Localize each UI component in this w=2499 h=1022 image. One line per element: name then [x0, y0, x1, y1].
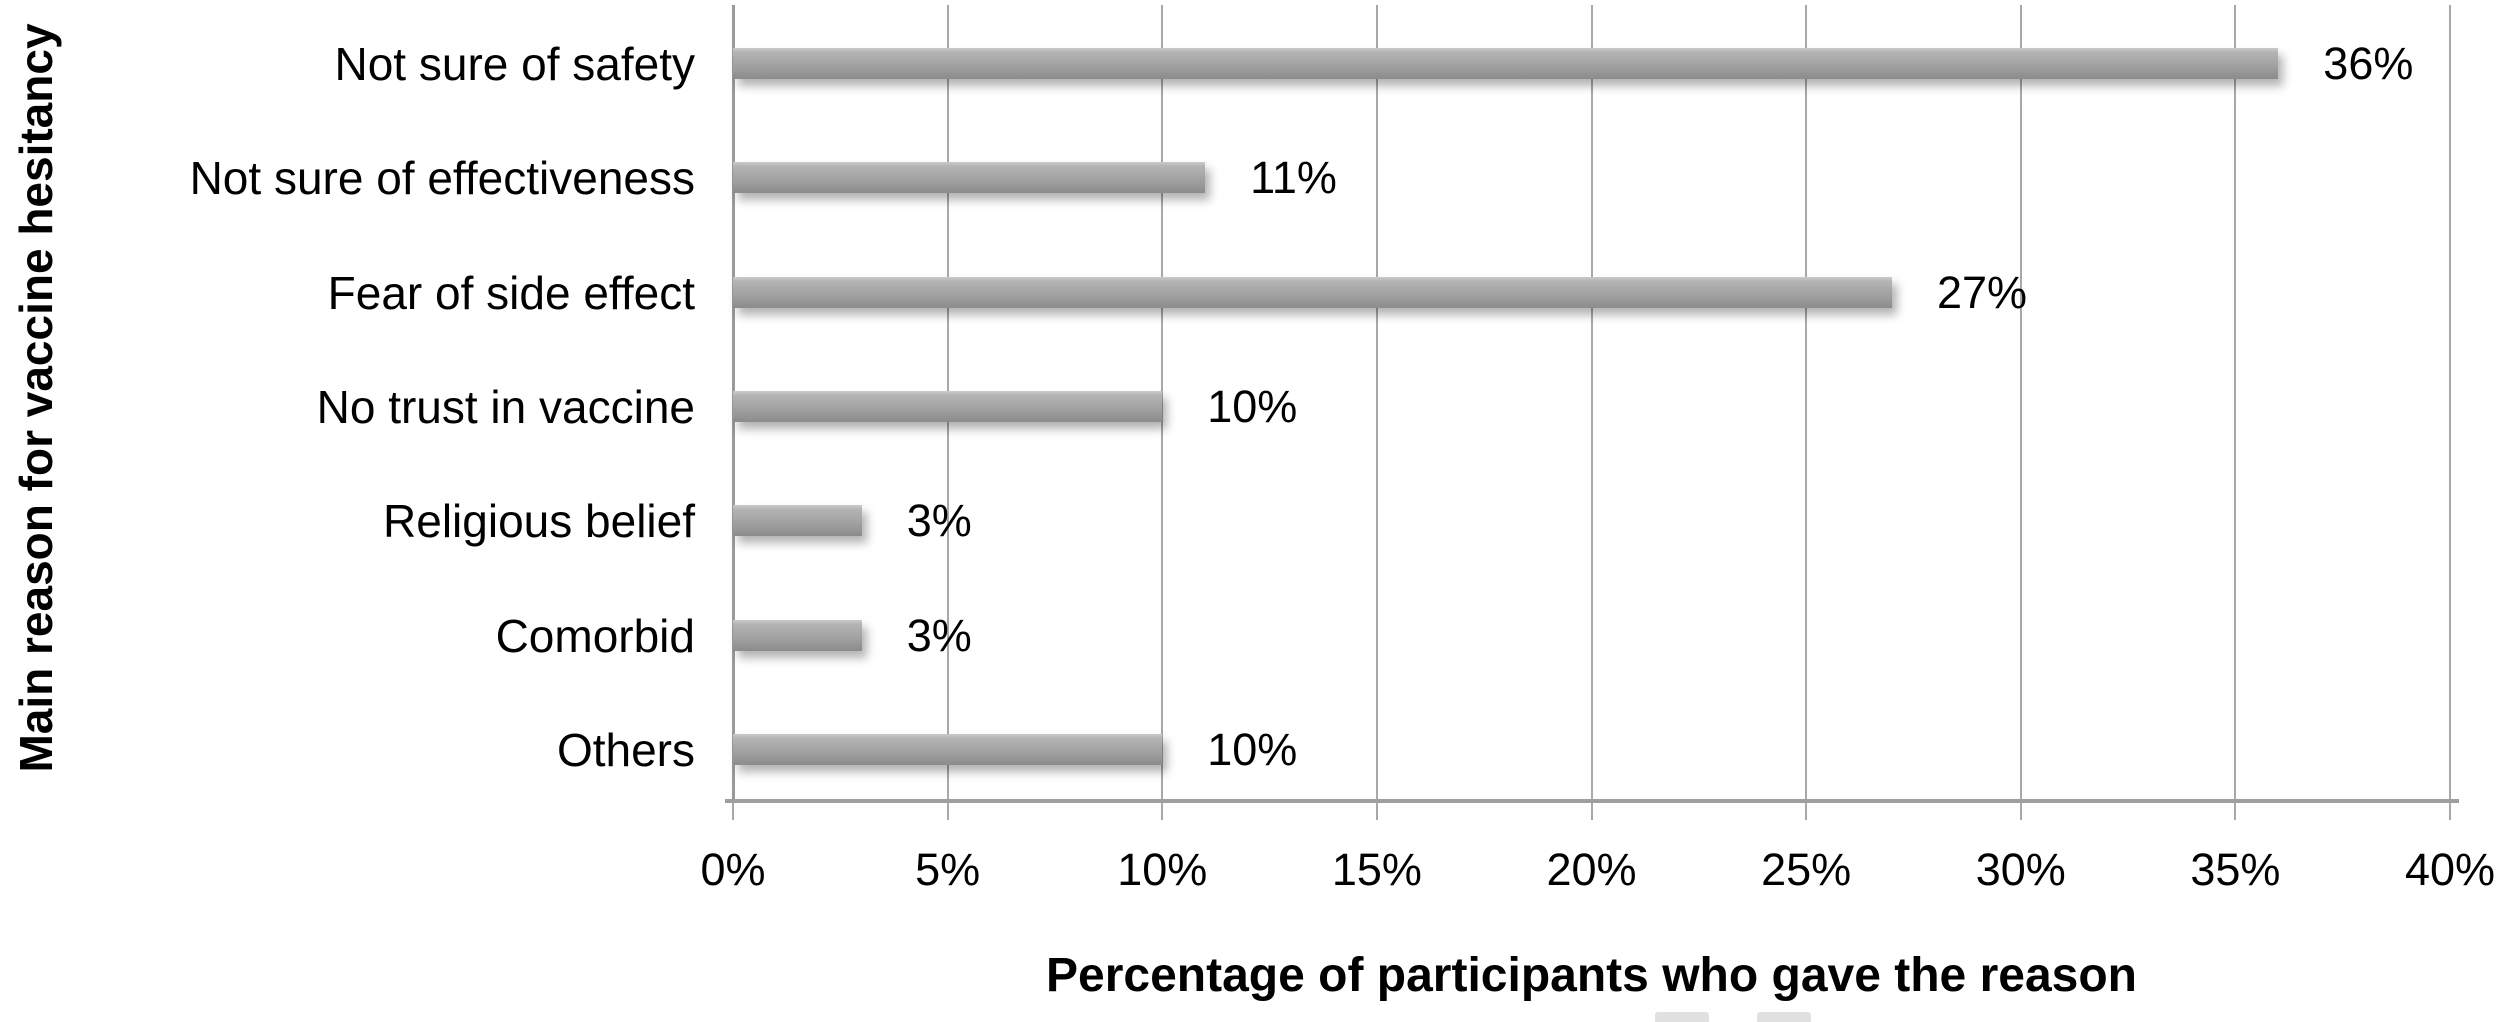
value-label: 3%	[906, 610, 972, 661]
gridline	[2449, 5, 2451, 801]
category-label: Others	[556, 724, 695, 776]
x-tick-label: 10%	[1117, 844, 1208, 895]
gridline	[1161, 5, 1164, 801]
gridline	[1805, 5, 1808, 801]
x-tick-label: 30%	[1975, 844, 2066, 895]
value-label: 10%	[1207, 381, 1298, 432]
x-tick-label: 20%	[1546, 844, 1637, 895]
category-label: Comorbid	[495, 610, 695, 662]
bar	[733, 390, 1163, 422]
bar	[733, 733, 1163, 765]
x-tick-label: 35%	[2190, 844, 2281, 895]
value-label: 10%	[1207, 724, 1298, 775]
axis-tick	[2449, 803, 2451, 820]
x-axis-title: Percentage of participants who gave the …	[1046, 949, 2137, 1002]
value-label: 36%	[2323, 38, 2414, 89]
value-label: 3%	[906, 495, 972, 546]
x-tick-label: 25%	[1761, 844, 1852, 895]
gridline	[1590, 5, 1593, 801]
category-label: Not sure of safety	[334, 38, 696, 90]
gridline	[1375, 5, 1378, 801]
axis-tick	[1590, 803, 1593, 820]
axis-tick	[946, 803, 949, 820]
axis-tick	[1805, 803, 1808, 820]
axis-tick	[1161, 803, 1164, 820]
category-label: No trust in vaccine	[316, 381, 695, 433]
category-label: Not sure of effectiveness	[189, 152, 695, 204]
cropped-legend-remnant	[1757, 1012, 1811, 1022]
cropped-legend-remnant	[1655, 1012, 1709, 1022]
axis-tick	[2019, 803, 2022, 820]
gridline	[2234, 5, 2237, 801]
axis-tick	[2234, 803, 2237, 820]
x-tick-label: 5%	[915, 844, 981, 895]
gridline	[2019, 5, 2022, 801]
bar	[733, 276, 1892, 308]
x-tick-label: 0%	[700, 844, 766, 895]
value-label: 11%	[1250, 152, 1337, 203]
bar	[733, 47, 2279, 79]
bar	[733, 619, 862, 651]
axis-tick	[732, 803, 734, 820]
x-axis-line	[725, 799, 2459, 803]
bar	[733, 161, 1206, 193]
y-axis-title: Main reason for vaccine hesitancy	[10, 23, 62, 773]
x-tick-label: 40%	[2404, 844, 2496, 895]
value-label: 27%	[1936, 267, 2028, 318]
category-label: Religious belief	[383, 495, 695, 547]
bar	[733, 504, 862, 536]
axis-tick	[1375, 803, 1378, 820]
category-label: Fear of side effect	[327, 267, 695, 319]
x-tick-label: 15%	[1331, 844, 1422, 895]
